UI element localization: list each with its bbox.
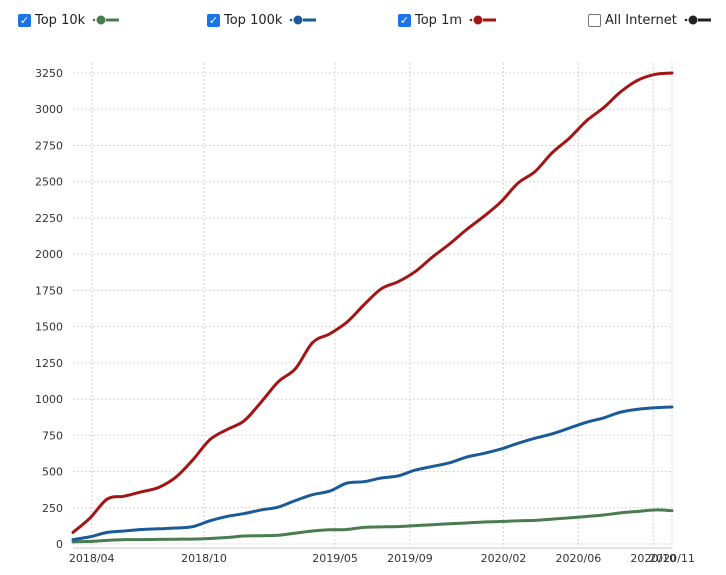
y-tick-label: 1250 <box>35 357 63 370</box>
y-tick-label: 250 <box>42 502 63 515</box>
legend-item-top-10k[interactable]: ✓ Top 10k <box>18 10 120 30</box>
series-marker-icon <box>468 14 497 26</box>
series-marker-icon <box>683 14 711 26</box>
x-tick-label: 2018/04 <box>69 552 115 565</box>
top-10k-checkbox[interactable]: ✓ <box>18 13 31 27</box>
x-tick-label: 2020/11 <box>649 552 695 565</box>
legend-item-all-internet[interactable]: All Internet <box>588 10 711 30</box>
y-tick-label: 500 <box>42 466 63 479</box>
series-line-top-100k <box>71 405 674 542</box>
y-tick-label: 0 <box>56 538 63 551</box>
x-tick-label: 2018/10 <box>181 552 227 565</box>
top-100k-checkbox[interactable]: ✓ <box>207 13 220 27</box>
y-tick-label: 1000 <box>35 393 63 406</box>
x-tick-label: 2020/10 <box>630 552 676 565</box>
y-tick-label: 2000 <box>35 248 63 261</box>
y-tick-label: 2500 <box>35 176 63 189</box>
chart-legend: ✓ Top 10k ✓ Top 100k ✓ Top 1m All Intern… <box>0 0 726 40</box>
top-1m-checkbox[interactable]: ✓ <box>398 13 411 27</box>
series-marker-icon <box>91 14 120 26</box>
all-internet-checkbox[interactable] <box>588 13 601 27</box>
x-tick-label: 2020/06 <box>556 552 602 565</box>
legend-item-top-100k[interactable]: ✓ Top 100k <box>207 10 317 30</box>
legend-label-top-100k: Top 100k <box>224 12 283 28</box>
series-line-top-10k <box>71 508 674 544</box>
legend-label-top-10k: Top 10k <box>35 12 86 28</box>
x-tick-label: 2019/05 <box>312 552 358 565</box>
y-tick-label: 1500 <box>35 321 63 334</box>
legend-item-top-1m[interactable]: ✓ Top 1m <box>398 10 497 30</box>
y-tick-label: 2250 <box>35 212 63 225</box>
y-tick-label: 1750 <box>35 284 63 297</box>
y-tick-label: 3000 <box>35 103 63 116</box>
legend-label-top-1m: Top 1m <box>415 12 463 28</box>
series-marker-icon <box>288 14 317 26</box>
series-line-top-1m <box>71 71 674 534</box>
x-tick-label: 2020/02 <box>481 552 527 565</box>
x-tick-label: 2019/09 <box>387 552 433 565</box>
y-tick-label: 2750 <box>35 139 63 152</box>
y-tick-label: 750 <box>42 429 63 442</box>
legend-label-all-internet: All Internet <box>605 12 677 28</box>
y-tick-label: 3250 <box>35 67 63 80</box>
